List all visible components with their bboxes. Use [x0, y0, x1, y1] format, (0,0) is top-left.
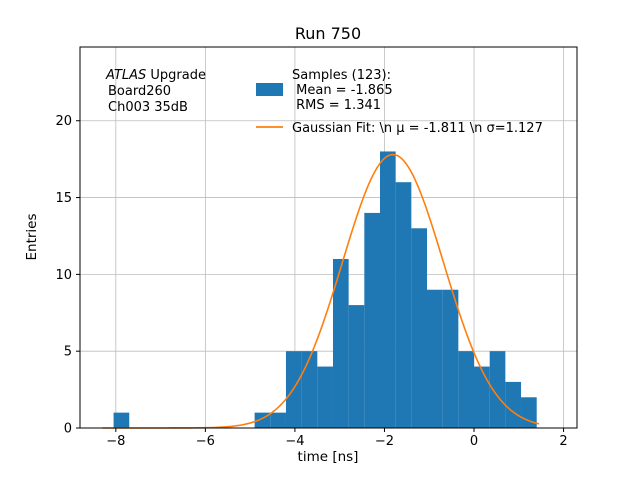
- annotation-line1: ATLAS Upgrade: [105, 68, 206, 83]
- histogram-bar: [427, 289, 443, 428]
- annotation-block: ATLAS Upgrade Board260 Ch003 35dB: [105, 68, 206, 115]
- histogram-bar: [317, 366, 333, 428]
- grid-lines: [80, 47, 577, 429]
- annotation-atlas: ATLAS: [105, 68, 146, 83]
- histogram-bar: [489, 351, 506, 428]
- histogram-bar: [379, 151, 396, 428]
- y-tick-label: 0: [64, 422, 72, 437]
- chart-title: Run 750: [295, 24, 361, 43]
- legend-fit-label: Gaussian Fit: \n μ = -1.811 \n σ=1.127: [292, 121, 543, 136]
- x-axis-label: time [ns]: [298, 449, 359, 465]
- x-tick-label: 0: [470, 434, 478, 449]
- x-tick-label: −2: [375, 434, 394, 449]
- legend-rms-line: RMS = 1.341: [292, 98, 381, 113]
- histogram-bar: [113, 412, 130, 428]
- histogram-bar: [301, 351, 318, 428]
- histogram-bar: [442, 289, 459, 428]
- x-tick-label: −6: [196, 434, 215, 449]
- histogram-bar: [395, 182, 412, 428]
- histogram-bar: [411, 228, 428, 428]
- y-tick-label: 5: [64, 345, 72, 360]
- annotation-line2: Board260: [108, 84, 171, 99]
- annotation-line3: Ch003 35dB: [108, 100, 188, 115]
- histogram-bar: [332, 259, 349, 428]
- y-axis-ticks: 0 5 10 15 20: [55, 114, 80, 437]
- x-axis-ticks: −8 −6 −4 −2 0 2: [106, 428, 568, 449]
- histogram-bar: [505, 381, 522, 428]
- x-tick-label: −4: [285, 434, 304, 449]
- histogram-bar: [521, 397, 537, 428]
- y-tick-label: 10: [55, 268, 72, 283]
- histogram-bar: [458, 351, 475, 428]
- legend: Samples (123): Mean = -1.865 RMS = 1.341…: [256, 68, 543, 136]
- legend-samples-title: Samples (123):: [292, 68, 391, 83]
- histogram-bar: [270, 412, 286, 428]
- axes-frame: [79, 46, 578, 429]
- y-axis-label: Entries: [24, 213, 40, 260]
- histogram-bars: [113, 151, 537, 428]
- x-tick-label: 2: [559, 434, 567, 449]
- histogram-bar: [474, 366, 490, 428]
- histogram-bar: [348, 305, 365, 428]
- legend-histogram-swatch: [256, 83, 283, 96]
- histogram-bar: [364, 212, 380, 428]
- legend-mean-line: Mean = -1.865: [292, 83, 393, 98]
- x-tick-label: −8: [106, 434, 125, 449]
- y-tick-label: 20: [55, 114, 72, 129]
- annotation-upgrade: Upgrade: [146, 68, 206, 83]
- y-tick-label: 15: [55, 191, 72, 206]
